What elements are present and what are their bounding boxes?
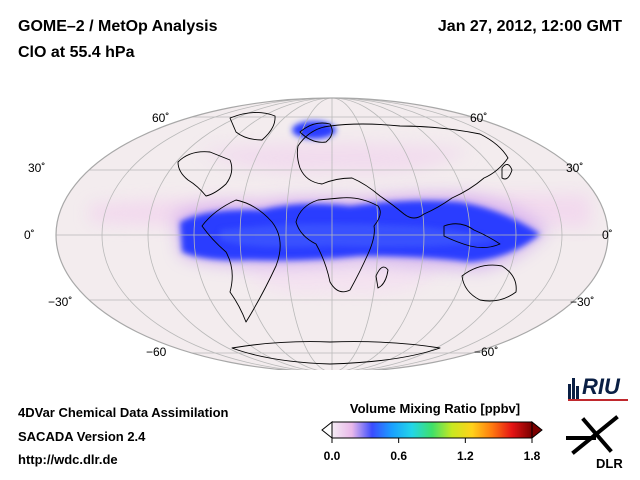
map-subtitle: ClO at 55.4 hPa [18,44,135,61]
footer-method: 4DVar Chemical Data Assimilation [18,405,229,420]
coast-australia [461,264,517,302]
colorbar: Volume Mixing Ratio [ppbv] 0.0 0.6 1.2 1.8 [321,401,543,463]
coast-north-america [177,151,233,197]
colorbar-tick-label: 0.6 [390,449,407,463]
graticule [56,98,608,370]
colorbar-min-arrow [321,420,333,440]
colorbar-tick-label: 0.0 [324,449,341,463]
coast-africa [295,197,381,293]
lat-label-right-60n: 60˚ [470,111,487,125]
coast-scandinavia [299,122,333,143]
coast-south-america [201,199,281,323]
coast-madagascar [375,266,389,289]
lat-label-right-60s: −60˚ [474,345,498,359]
coast-indonesia [443,223,501,249]
colorbar-tick-label: 1.2 [457,449,474,463]
meridian-120 [147,98,517,370]
riu-logo: RIU [566,372,630,404]
meridian-30 [285,98,379,370]
map-datetime: Jan 27, 2012, 12:00 GMT [437,18,622,35]
riu-logo-mark [568,378,628,401]
lat-label-right-0: 0˚ [602,228,613,242]
riu-logo-text: RIU [582,374,620,399]
coastlines [177,112,517,365]
map-title: GOME–2 / MetOp Analysis [18,18,218,35]
colorbar-tick-label: 1.8 [524,449,541,463]
coast-antarctica [231,341,441,365]
meridian-150 [101,98,563,370]
world-map: 60˚ 30˚ 0˚ −30˚ −60 60˚ 30˚ 0˚ −30˚ −60˚ [24,97,613,370]
dlr-logo-mark [566,415,619,455]
footer-url[interactable]: http://wdc.dlr.de [18,452,118,467]
lat-label-left-30n: 30˚ [28,161,45,175]
dlr-logo: DLR [564,412,632,474]
meridian-90 [193,98,471,370]
colorbar-max-arrow [531,420,543,440]
clo-high-core [220,223,500,248]
lat-label-left-0: 0˚ [24,228,35,242]
lat-label-left-60n: 60˚ [152,111,169,125]
coast-japan [501,164,513,180]
colorbar-title: Volume Mixing Ratio [ppbv] [350,401,520,416]
clo-field [90,121,590,294]
coast-greenland [229,112,276,141]
lat-label-right-30n: 30˚ [566,161,583,175]
lat-label-left-60s: −60 [146,345,167,359]
footer-version: SACADA Version 2.4 [18,429,146,444]
clo-low-band-south [240,262,440,294]
map-border [55,97,609,370]
colorbar-ticks: 0.0 0.6 1.2 1.8 [324,438,541,463]
dlr-logo-text: DLR [596,456,623,471]
lat-label-left-30s: −30˚ [48,295,72,309]
colorbar-gradient [331,421,533,439]
meridian-60 [239,98,425,370]
clo-low-band-north [200,142,470,174]
lat-label-right-30s: −30˚ [570,295,594,309]
coast-eurasia [296,123,509,219]
